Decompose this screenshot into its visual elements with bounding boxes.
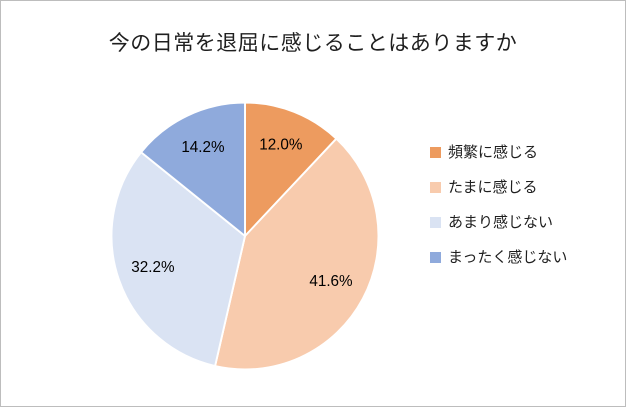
slice-data-label: 12.0% [259, 136, 303, 153]
slice-data-label: 14.2% [181, 139, 225, 156]
legend-label: たまに感じる [448, 179, 538, 196]
pie-slice [110, 151, 246, 368]
legend-label: 頻繁に感じる [448, 144, 539, 161]
pie-slice [214, 137, 380, 371]
legend-item: まったく感じない [430, 250, 567, 265]
legend-item: あまり感じない [430, 215, 567, 230]
pie-chart-svg: 12.0% 41.6% 32.2% 14.2% [110, 101, 380, 371]
slice-data-label: 32.2% [131, 259, 175, 276]
pie-slice [140, 101, 246, 237]
legend-label: まったく感じない [448, 249, 568, 266]
pie-chart: 12.0% 41.6% 32.2% 14.2% [102, 93, 388, 379]
legend-label: あまり感じない [448, 214, 554, 231]
legend-item: 頻繁に感じる [430, 145, 567, 160]
pie-slice [244, 101, 338, 237]
legend: 頻繁に感じる たまに感じる あまり感じない まったく感じない [430, 145, 567, 265]
legend-item: たまに感じる [430, 180, 567, 195]
legend-swatch-icon [430, 217, 441, 228]
legend-swatch-icon [430, 147, 441, 158]
legend-swatch-icon [430, 252, 441, 263]
chart-title: 今の日常を退屈に感じることはありますか [108, 32, 518, 55]
slice-data-label: 41.6% [309, 273, 353, 290]
legend-swatch-icon [430, 182, 441, 193]
